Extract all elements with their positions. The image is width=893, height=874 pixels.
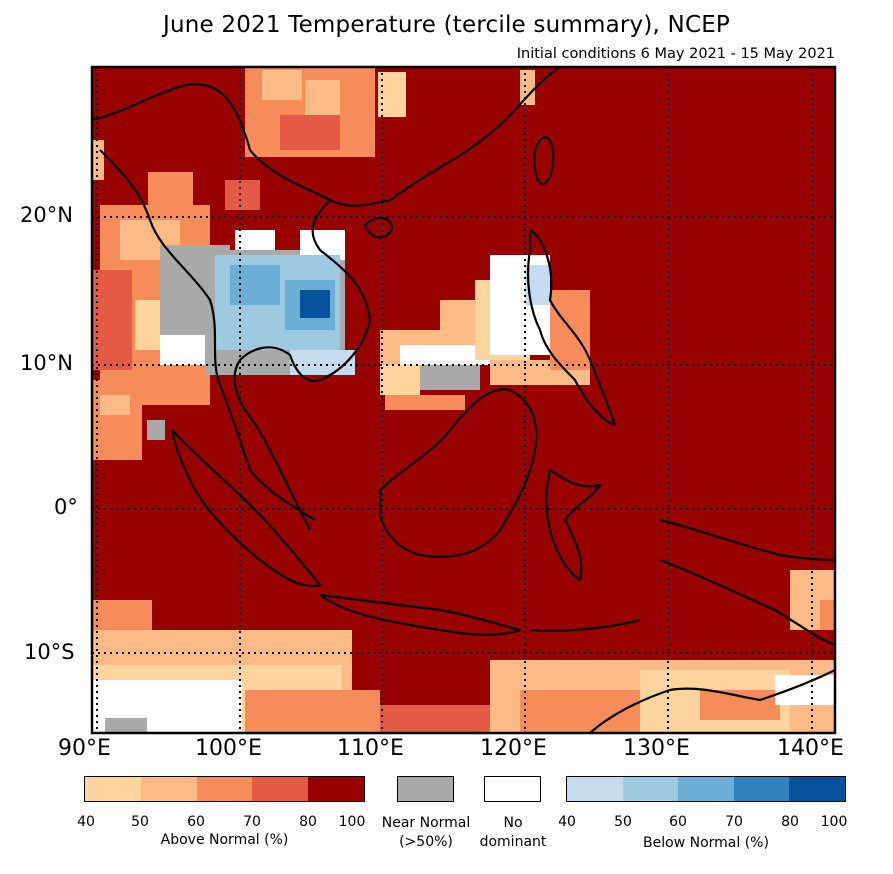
coastlines [92, 67, 835, 733]
above-tick: 80 [299, 814, 317, 830]
initial-conditions-subtitle: Initial conditions 6 May 2021 - 15 May 2… [516, 46, 835, 62]
below-tick: 70 [725, 814, 743, 830]
below-tick: 40 [558, 814, 576, 830]
below-tick: 50 [614, 814, 632, 830]
below-tick: 80 [781, 814, 799, 830]
above-swatch-40 [85, 777, 141, 801]
lon-label-140e: 140°E [777, 736, 844, 761]
lon-label-110e: 110°E [337, 736, 404, 761]
below-swatch-50 [622, 777, 679, 801]
above-swatch-50 [140, 777, 197, 801]
map-frame [90, 65, 837, 735]
below-swatch-80 [789, 777, 845, 801]
no-dominant-caption-2: dominant [479, 834, 547, 850]
above-tick: 40 [77, 814, 95, 830]
indochina-band [92, 140, 590, 410]
below-swatch-40 [567, 777, 623, 801]
below-swatch-70 [733, 777, 790, 801]
near-normal-caption-1: Near Normal [381, 815, 471, 831]
lon-label-120e: 120°E [480, 736, 547, 761]
above-swatch-60 [196, 777, 253, 801]
lat-label-10n: 10°N [20, 351, 73, 375]
above-tick: 70 [243, 814, 261, 830]
below-normal-caption: Below Normal (%) [643, 835, 769, 851]
south-china-above-normal-patch [148, 67, 535, 217]
above-swatch-70 [252, 777, 309, 801]
graticule [92, 67, 835, 733]
lat-label-20n: 20°N [20, 203, 73, 227]
above-normal-colorbar [84, 776, 365, 802]
map-title: June 2021 Temperature (tercile summary),… [162, 12, 731, 38]
above-swatch-80 [308, 777, 364, 801]
west-edge-patch [92, 380, 165, 460]
no-dominant-swatch [484, 776, 541, 802]
no-dominant-caption-1: No [503, 815, 523, 831]
near-normal-swatch [397, 776, 454, 802]
lon-label-100e: 100°E [195, 736, 262, 761]
below-swatch-60 [678, 777, 734, 801]
below-tick: 60 [669, 814, 687, 830]
below-normal-colorbar [566, 776, 846, 802]
above-tick: 100 [338, 814, 366, 830]
above-tick: 60 [187, 814, 205, 830]
near-normal-caption-2: (>50%) [399, 834, 453, 850]
lat-label-10s: 10°S [24, 640, 75, 664]
lat-label-0: 0° [54, 495, 78, 519]
above-tick: 50 [131, 814, 149, 830]
southern-above-normal-patch [92, 570, 835, 733]
above-normal-caption: Above Normal (%) [160, 832, 289, 848]
lon-label-90e: 90°E [58, 736, 111, 761]
below-tick: 100 [820, 814, 848, 830]
lon-label-130e: 130°E [623, 736, 690, 761]
